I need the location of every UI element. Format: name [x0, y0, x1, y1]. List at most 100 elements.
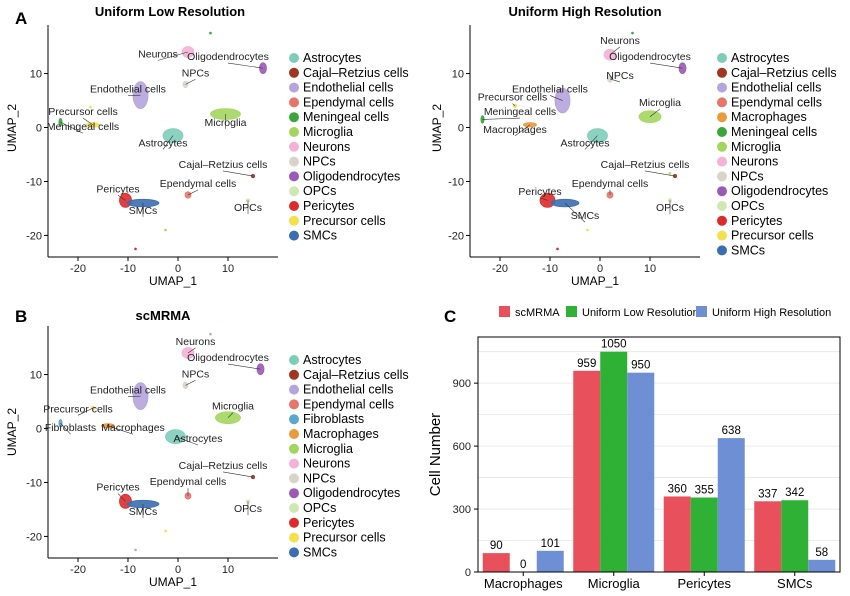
legend-swatch-astrocytes: [717, 53, 727, 63]
x-tick-label: 0: [597, 263, 603, 275]
legend-label-pericytes: Pericytes: [731, 214, 782, 228]
x-tick-label: -20: [492, 263, 508, 275]
legend-label-cajal-retzius-cells: Cajal–Retzius cells: [303, 368, 409, 382]
bar-uniform-high-resolution-smcs: [808, 559, 836, 572]
cluster-label-leader: [117, 195, 126, 201]
y-tick-label: 600: [453, 441, 471, 453]
cluster-label-fibroblasts: Fibroblasts: [45, 422, 96, 434]
legend-label-fibroblasts: Fibroblasts: [303, 412, 364, 426]
x-tick-label-microglia: Microglia: [588, 576, 641, 591]
cluster-label-leader: [222, 170, 254, 177]
legend-label-precursor-cells: Precursor cells: [303, 531, 386, 545]
x-tick-label-smcs: SMCs: [777, 576, 813, 591]
legend-swatch-precursor-cells: [289, 532, 299, 543]
x-tick-label: 0: [175, 564, 181, 576]
cluster-label-npcs: NPCs: [182, 368, 209, 380]
cluster-npcs: [182, 80, 189, 88]
cluster-microglia: [215, 411, 241, 425]
plot-title: scMRMA: [136, 308, 192, 323]
legend-label-npcs: NPCs: [303, 471, 336, 485]
legend-swatch-smcs: [289, 547, 299, 558]
legend-label-uniform-low-resolution: Uniform Low Resolution: [582, 307, 699, 319]
legend-swatch-oligodendrocytes: [717, 186, 727, 197]
cluster-label-macrophages: Macrophages: [483, 124, 547, 136]
bar-scmrma-smcs: [754, 501, 782, 572]
legend-label-meningeal-cells: Meningeal cells: [731, 125, 817, 139]
x-tick-label: -20: [70, 564, 86, 576]
cluster-label-leader: [222, 471, 254, 478]
cluster-label-leader: [227, 363, 261, 370]
cluster-label-leader: [157, 51, 189, 61]
legend-label-precursor-cells: Precursor cells: [303, 214, 386, 228]
x-tick-label: 10: [644, 263, 656, 275]
bar-value-label: 355: [695, 485, 714, 497]
cluster-label-astrocytes: Astrocytes: [560, 137, 609, 149]
outlier-point-pericytes: [556, 247, 559, 251]
legend-swatch-neurons: [717, 156, 727, 167]
cluster-label-leader: [549, 95, 563, 101]
legend-swatch-cajal-retzius-cells: [289, 67, 299, 78]
bar-scmrma-macrophages: [482, 553, 510, 572]
cluster-label-astrocytes: Astrocytes: [173, 433, 222, 445]
legend-label-scmrma: scMRMA: [515, 307, 560, 319]
legend-label-endothelial-cells: Endothelial cells: [303, 81, 393, 95]
legend-label-ependymal-cells: Ependymal cells: [731, 95, 822, 109]
legend-swatch-uniform-low-resolution: [566, 306, 577, 317]
panel-letter-c: C: [444, 307, 456, 326]
x-tick-label: 0: [175, 263, 181, 275]
cluster-label-meningeal-cells: Meningeal cells: [47, 121, 119, 133]
bar-value-label: 58: [815, 547, 828, 559]
bar-scmrma-microglia: [573, 370, 601, 572]
legend-label-ependymal-cells: Ependymal cells: [303, 95, 394, 109]
umap-plot-low-resolution: Uniform Low Resolution -20 -10 0 10 -20 -10 0 10…: [5, 4, 409, 288]
y-tick-label: 10: [30, 69, 42, 81]
legend-label-smcs: SMCs: [731, 243, 765, 257]
legend-label-neurons: Neurons: [303, 457, 350, 471]
x-tick-label: -10: [120, 263, 136, 275]
legend-swatch-cajal-retzius-cells: [717, 67, 727, 78]
legend-swatch-uniform-high-resolution: [696, 306, 707, 317]
outlier-point-precursor-cells: [586, 228, 589, 232]
legend-label-endothelial-cells: Endothelial cells: [303, 383, 393, 397]
outlier-point-endothelial-cells: [209, 332, 212, 336]
cluster-label-pericytes: Pericytes: [518, 186, 561, 198]
cluster-label-pericytes: Pericytes: [96, 183, 139, 195]
x-tick-label: -10: [120, 564, 136, 576]
legend-label-astrocytes: Astrocytes: [303, 353, 361, 367]
legend-label-opcs: OPCs: [731, 199, 764, 213]
umap-plot-scmrma: scMRMA -20 -10 0 10 -20 -10 0 10 UMAP_1 UMAP_2 Astr…: [5, 308, 409, 589]
outlier-point-pericytes: [134, 247, 137, 251]
x-tick-label: -10: [542, 263, 558, 275]
x-axis-label: UMAP_1: [571, 274, 619, 288]
legend-swatch-astrocytes: [289, 355, 299, 365]
cluster-label-leader: [185, 78, 196, 85]
x-tick-label: -20: [70, 263, 86, 275]
cluster-label-ependymal-cells: Ependymal cells: [572, 178, 648, 190]
legend-label-microglia: Microglia: [731, 140, 781, 154]
x-tick-label-macrophages: Macrophages: [484, 576, 563, 591]
legend-label-microglia: Microglia: [303, 442, 353, 456]
outlier-point-meningeal-cells: [209, 31, 212, 35]
legend-swatch-pericytes: [717, 215, 727, 226]
legend-swatch-npcs: [289, 473, 299, 484]
cluster-label-smcs: SMCs: [129, 506, 158, 518]
cluster-label-oligodendrocytes: Oligodendrocytes: [609, 51, 691, 63]
cluster-label-leader: [644, 170, 676, 177]
cluster-label-leader: [512, 103, 516, 107]
cluster-label-microglia: Microglia: [204, 117, 246, 129]
outlier-point-meningeal-cells: [631, 31, 634, 35]
legend-label-oligodendrocytes: Oligodendrocytes: [303, 486, 400, 500]
legend-swatch-ependymal-cells: [289, 97, 299, 108]
legend-label-opcs: OPCs: [303, 184, 336, 198]
legend-label-ependymal-cells: Ependymal cells: [303, 397, 394, 411]
y-tick-label: 300: [453, 504, 471, 516]
cluster-label-precursor-cells: Precursor cells: [478, 92, 547, 104]
cluster-label-leader: [60, 121, 84, 134]
bar-value-label: 360: [668, 483, 687, 495]
cluster-label-leader: [227, 62, 264, 69]
legend-swatch-macrophages: [289, 429, 299, 439]
cluster-label-leader: [77, 407, 94, 416]
y-tick-label: -20: [26, 230, 42, 242]
